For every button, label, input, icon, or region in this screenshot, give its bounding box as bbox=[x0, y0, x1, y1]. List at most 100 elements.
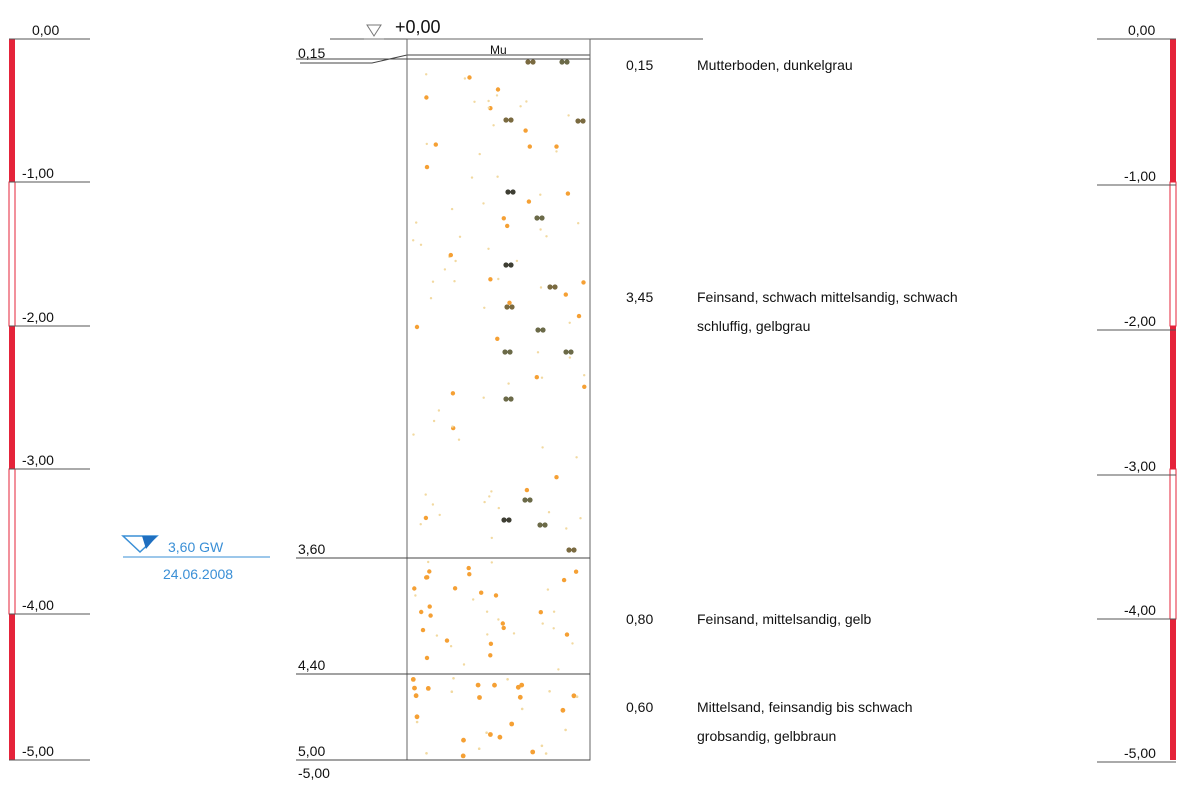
soil-dot bbox=[475, 682, 481, 688]
soil-dot bbox=[581, 280, 586, 285]
soil-dot bbox=[501, 517, 507, 523]
left-depth-scale: 0,00 -1,00 -2,00 -3,00 -4,00 -5,00 bbox=[8, 22, 90, 761]
soil-dot bbox=[477, 747, 481, 750]
soil-dot bbox=[425, 73, 428, 76]
soil-dot bbox=[565, 191, 571, 196]
soil-dot bbox=[488, 277, 493, 282]
soil-dot bbox=[536, 351, 540, 354]
soil-dot bbox=[525, 59, 531, 65]
soil-dot bbox=[505, 223, 510, 229]
soil-dot bbox=[482, 202, 485, 205]
soil-dot bbox=[488, 495, 491, 498]
soil-dot bbox=[435, 634, 439, 637]
soil-dot bbox=[575, 695, 579, 698]
left-scale-tick: 0,00 bbox=[32, 22, 59, 38]
soil-dot bbox=[412, 685, 417, 691]
soil-dot bbox=[552, 284, 558, 290]
soil-dot bbox=[519, 105, 522, 108]
soil-dot bbox=[488, 732, 493, 737]
soil-dot bbox=[568, 356, 572, 359]
soil-dot bbox=[564, 728, 567, 732]
soil-dot bbox=[505, 189, 511, 195]
soil-dot bbox=[419, 523, 422, 526]
soil-dot bbox=[487, 247, 490, 250]
soil-dot bbox=[568, 349, 574, 355]
layer-description: Mutterboden, dunkelgrau bbox=[697, 57, 853, 73]
soil-dot bbox=[583, 374, 586, 377]
soil-dot bbox=[461, 737, 466, 743]
right-scale-tick: -1,00 bbox=[1124, 168, 1156, 184]
soil-dot bbox=[552, 627, 555, 630]
soil-dot bbox=[419, 243, 423, 246]
soil-dot bbox=[429, 297, 433, 300]
soil-dot bbox=[425, 752, 428, 755]
layer-description: schluffig, gelbgrau bbox=[697, 318, 810, 334]
soil-dot bbox=[539, 286, 543, 289]
soil-dot bbox=[431, 280, 435, 283]
right-depth-scale: 0,00 -1,00 -2,00 -3,00 -4,00 -5,00 bbox=[1097, 22, 1177, 763]
soil-dot bbox=[517, 694, 523, 700]
soil-dot bbox=[424, 95, 429, 100]
soil-dot bbox=[454, 259, 457, 263]
soil-dot bbox=[579, 517, 582, 520]
soil-dot bbox=[460, 753, 466, 759]
column-symbol: Mu bbox=[490, 43, 507, 57]
soil-dot bbox=[568, 321, 571, 324]
layer-description: Mittelsand, feinsandig bis schwach bbox=[697, 699, 913, 715]
soil-dot bbox=[503, 262, 509, 268]
soil-dot bbox=[554, 475, 559, 480]
datum-label: +0,00 bbox=[395, 17, 441, 37]
soil-dot bbox=[565, 527, 568, 530]
soil-dot bbox=[571, 642, 574, 645]
soil-dot bbox=[427, 604, 432, 609]
soil-dot bbox=[530, 59, 536, 65]
left-scale-tick: -4,00 bbox=[22, 597, 54, 613]
layer-thickness: 0,80 bbox=[626, 611, 653, 627]
soil-dot bbox=[507, 349, 513, 355]
soil-dot bbox=[492, 124, 495, 127]
layer-thickness: 0,15 bbox=[626, 57, 653, 73]
soil-dot bbox=[483, 306, 486, 309]
soil-dot bbox=[473, 100, 476, 104]
layer-boundaries bbox=[296, 58, 590, 761]
soil-dot bbox=[538, 610, 543, 615]
soil-dot bbox=[423, 515, 429, 521]
left-scale-tick: -1,00 bbox=[22, 165, 54, 181]
soil-dot bbox=[554, 144, 559, 149]
soil-dot bbox=[573, 569, 579, 574]
soil-dot bbox=[534, 375, 539, 380]
soil-dot bbox=[485, 731, 488, 734]
soil-dot bbox=[564, 59, 570, 65]
soil-dot bbox=[503, 396, 509, 402]
layer-descriptions: 0,15 Mutterboden, dunkelgrau 3,45 Feinsa… bbox=[626, 57, 958, 744]
layer-thickness: 3,45 bbox=[626, 289, 653, 305]
soil-dot bbox=[488, 653, 493, 658]
right-scale-tick: -2,00 bbox=[1124, 313, 1156, 329]
soil-dot bbox=[427, 569, 432, 574]
layer-thickness: 0,60 bbox=[626, 699, 653, 715]
soil-dot bbox=[539, 193, 542, 196]
soil-dot bbox=[458, 235, 462, 238]
soil-texture-symbols bbox=[410, 59, 587, 759]
layer-description: grobsandig, gelbbraun bbox=[697, 728, 836, 744]
soil-dot bbox=[548, 690, 551, 693]
groundwater-marker: 3,60 GW 24.06.2008 bbox=[121, 535, 270, 582]
soil-dot bbox=[414, 594, 417, 597]
soil-dot bbox=[424, 493, 427, 496]
soil-dot bbox=[508, 117, 514, 123]
soil-dot bbox=[506, 517, 512, 523]
soil-dot bbox=[575, 118, 581, 124]
soil-dot bbox=[527, 497, 533, 503]
soil-dot bbox=[486, 633, 489, 636]
soil-dot bbox=[470, 176, 474, 179]
soil-dot bbox=[501, 216, 506, 221]
right-scale-tick: -3,00 bbox=[1124, 458, 1156, 474]
soil-dot bbox=[496, 175, 499, 178]
soil-dot bbox=[541, 622, 544, 625]
soil-dot bbox=[492, 682, 497, 688]
soil-dot bbox=[412, 433, 415, 436]
soil-dot bbox=[523, 128, 528, 133]
soil-dot bbox=[552, 610, 556, 613]
soil-dot bbox=[419, 609, 424, 615]
soil-dot bbox=[427, 560, 430, 564]
